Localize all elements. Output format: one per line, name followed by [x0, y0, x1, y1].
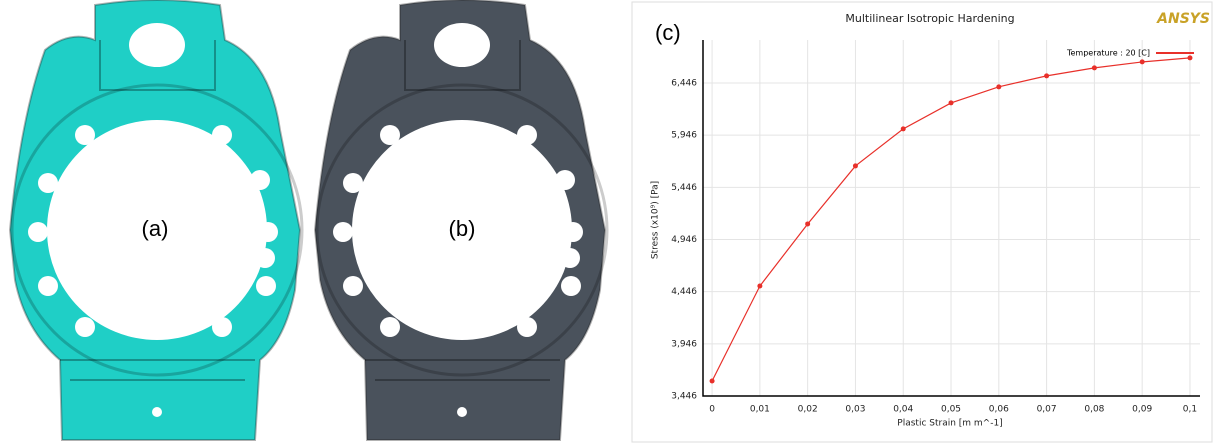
x-axis-label: Plastic Strain [m m^-1] — [897, 419, 1002, 429]
x-tick-label: 0,01 — [750, 405, 770, 415]
x-tick-label: 0,03 — [845, 405, 865, 415]
point — [710, 378, 715, 383]
logo: ANSYS — [1156, 11, 1210, 27]
chart-frame — [632, 2, 1212, 442]
x-tick-label: 0,04 — [893, 405, 913, 415]
figure: (a) (b) (c) Multilinear Isotropic Harden… — [0, 0, 1214, 445]
x-tick-label: 0,07 — [1037, 405, 1057, 415]
panel-label: (a) — [142, 216, 169, 241]
legend-label: Temperature : 20 [C] — [1066, 49, 1150, 58]
chart-title: Multilinear Isotropic Hardening — [845, 12, 1014, 25]
point — [853, 163, 858, 168]
point — [1092, 65, 1097, 70]
point — [1044, 73, 1049, 78]
x-tick-label: 0,05 — [941, 405, 961, 415]
x-tick-label: 0,02 — [798, 405, 818, 415]
y-tick-label: 5,446 — [671, 183, 697, 193]
x-tick-label: 0,06 — [989, 405, 1009, 415]
y-tick-label: 6,446 — [671, 78, 697, 88]
y-tick-label: 4,446 — [671, 287, 697, 297]
y-tick-label: 5,946 — [671, 131, 697, 141]
panel-label: (c) — [655, 20, 681, 45]
y-tick-label: 3,446 — [671, 392, 697, 402]
y-tick-label: 3,946 — [671, 339, 697, 349]
panel-label: (b) — [449, 216, 476, 241]
y-tick-label: 4,946 — [671, 235, 697, 245]
y-axis-label: Stress (x10⁹) [Pa] — [651, 181, 661, 259]
x-tick-label: 0 — [709, 405, 715, 415]
x-tick-label: 0,08 — [1084, 405, 1104, 415]
x-tick-label: 0,09 — [1132, 405, 1152, 415]
point — [949, 100, 954, 105]
point — [996, 84, 1001, 89]
point — [805, 221, 810, 226]
point — [757, 284, 762, 289]
point — [1187, 55, 1192, 60]
x-tick-label: 0,1 — [1183, 405, 1197, 415]
point — [1140, 59, 1145, 64]
point — [901, 126, 906, 131]
